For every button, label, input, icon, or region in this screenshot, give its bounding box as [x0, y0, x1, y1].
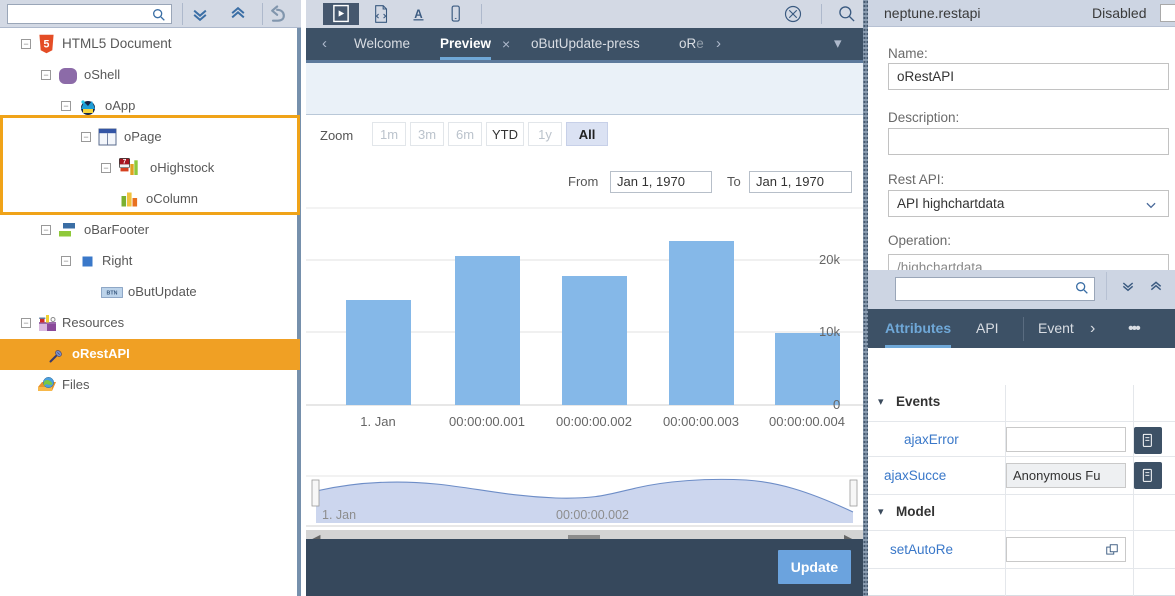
svg-text:0: 0: [833, 397, 840, 412]
svg-text:BTN: BTN: [107, 291, 118, 297]
svg-text:00:00:00.004: 00:00:00.004: [769, 414, 845, 429]
svg-text:00:00:00.001: 00:00:00.001: [449, 414, 525, 429]
svg-text:00:00:00.002: 00:00:00.002: [556, 508, 629, 522]
svg-text:1. Jan: 1. Jan: [360, 414, 395, 429]
svg-text:10k: 10k: [819, 324, 840, 339]
svg-text:5: 5: [44, 39, 50, 51]
svg-text:1. Jan: 1. Jan: [322, 508, 356, 522]
svg-text:00:00:00.003: 00:00:00.003: [663, 414, 739, 429]
svg-text:00:00:00.002: 00:00:00.002: [556, 414, 632, 429]
svg-text:7: 7: [123, 159, 127, 166]
svg-text:20k: 20k: [819, 252, 840, 267]
